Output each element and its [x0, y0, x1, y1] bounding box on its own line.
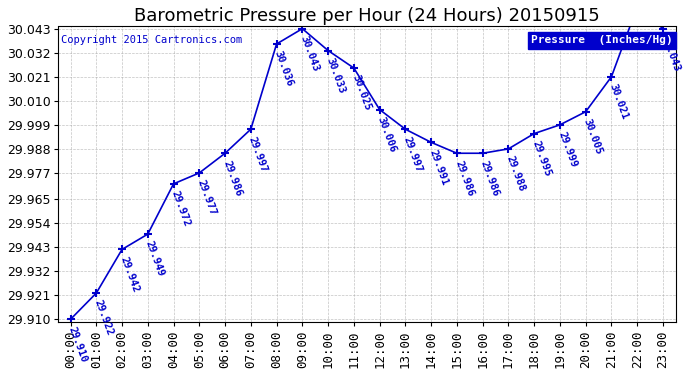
- Text: 30.043: 30.043: [659, 34, 681, 73]
- Text: 30.043: 30.043: [299, 34, 321, 73]
- Text: 30.036: 30.036: [273, 50, 295, 88]
- Text: 29.977: 29.977: [195, 178, 217, 217]
- Text: 30.053: 30.053: [0, 374, 1, 375]
- Text: 29.986: 29.986: [479, 159, 501, 198]
- Text: 29.910: 29.910: [67, 325, 89, 363]
- Text: 30.021: 30.021: [608, 82, 630, 121]
- Text: 30.025: 30.025: [350, 74, 372, 112]
- Text: 29.986: 29.986: [453, 159, 475, 198]
- Text: 30.033: 30.033: [324, 56, 346, 95]
- Text: 29.988: 29.988: [504, 154, 526, 193]
- Text: 29.991: 29.991: [427, 148, 449, 186]
- Title: Barometric Pressure per Hour (24 Hours) 20150915: Barometric Pressure per Hour (24 Hours) …: [134, 7, 600, 25]
- Text: 29.999: 29.999: [556, 130, 578, 169]
- Text: 29.922: 29.922: [92, 298, 115, 338]
- Text: 29.972: 29.972: [170, 189, 192, 228]
- Text: 29.949: 29.949: [144, 240, 166, 278]
- Text: Copyright 2015 Cartronics.com: Copyright 2015 Cartronics.com: [61, 35, 242, 45]
- Text: Pressure  (Inches/Hg): Pressure (Inches/Hg): [531, 35, 673, 45]
- Text: 29.942: 29.942: [118, 255, 140, 294]
- Text: 30.005: 30.005: [582, 117, 604, 156]
- Text: 30.006: 30.006: [376, 115, 398, 154]
- Text: 29.997: 29.997: [402, 135, 424, 173]
- Text: 29.986: 29.986: [221, 159, 244, 198]
- Text: 29.995: 29.995: [531, 139, 553, 178]
- Text: 29.997: 29.997: [247, 135, 269, 173]
